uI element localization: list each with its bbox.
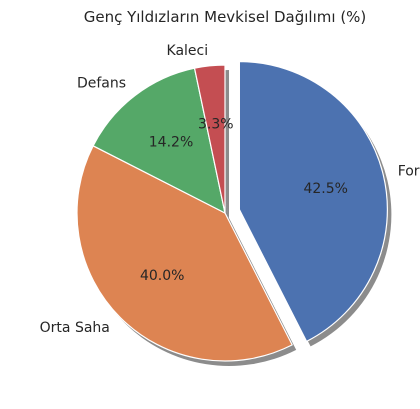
slice-label-defans: Defans [77,76,126,92]
pie-slice-orta-saha [76,145,293,362]
slice-pct-kaleci: 3.3% [198,117,234,133]
pie-slices [76,60,388,362]
slice-labels: Forvet 42.5% Orta Saha 40.0% Defans 14.2% Kale… [40,43,420,336]
pie-slice-forvet [238,60,388,343]
slice-pct-defans: 14.2% [149,134,193,150]
slice-label-forvet: Forvet [398,164,420,180]
slice-pct-forvet: 42.5% [303,181,347,197]
slice-label-kaleci: Kaleci [167,43,209,59]
pie-slice-defans [92,67,226,214]
slice-pct-orta-saha: 40.0% [140,268,184,284]
slice-label-orta-saha: Orta Saha [40,320,110,336]
chart-title: Genç Yıldızların Mevkisel Dağılımı (%) [84,8,367,26]
pie-slice-kaleci [193,64,226,214]
